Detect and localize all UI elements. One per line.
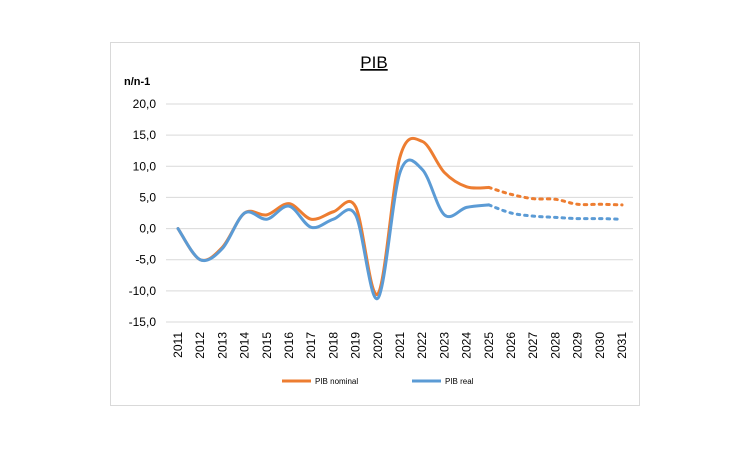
x-tick-label: 2014 bbox=[238, 332, 252, 359]
x-tick-label: 2018 bbox=[326, 332, 340, 359]
x-tick-label: 2011 bbox=[171, 332, 185, 358]
chart-frame bbox=[110, 42, 640, 406]
x-tick-labels: 2011 2012 2013 2014 2015 2016 2017 2018 2019 2020… bbox=[171, 332, 629, 359]
x-tick-label: 2017 bbox=[304, 332, 318, 359]
legend-label-pib-nominal: PIB nominal bbox=[315, 377, 358, 386]
series-projection-pib-nominal bbox=[487, 185, 624, 207]
x-tick-label: 2027 bbox=[526, 332, 540, 359]
y-tick-label: 10,0 bbox=[133, 159, 157, 173]
x-tick-label: 2024 bbox=[460, 332, 474, 359]
x-tick-label: 2023 bbox=[437, 332, 451, 359]
x-tick-label: 2020 bbox=[371, 332, 385, 359]
x-tick-label: 2028 bbox=[548, 332, 562, 359]
x-tick-label: 2026 bbox=[504, 332, 518, 359]
y-tick-label: 5,0 bbox=[139, 190, 156, 204]
series-projection-pib-real bbox=[487, 203, 624, 221]
gridlines bbox=[166, 103, 633, 323]
chart-title: PIB bbox=[360, 53, 387, 72]
x-tick-label: 2025 bbox=[482, 332, 496, 359]
y-tick-label: -15,0 bbox=[129, 315, 157, 329]
series-line-pib-nominal bbox=[176, 136, 491, 296]
legend: PIB nominal PIB real bbox=[282, 377, 474, 386]
x-tick-label: 2015 bbox=[260, 332, 274, 359]
series-line-pib-real bbox=[176, 158, 491, 300]
series-lines bbox=[176, 136, 624, 300]
y-tick-label: 20,0 bbox=[133, 97, 157, 111]
y-tick-labels: 20,0 15,0 10,0 5,0 0,0 -5,0 -10,0 -15,0 bbox=[129, 97, 157, 329]
x-tick-label: 2029 bbox=[571, 332, 585, 359]
y-tick-label: 15,0 bbox=[133, 128, 157, 142]
y-axis-label: n/n-1 bbox=[124, 76, 150, 88]
x-tick-label: 2031 bbox=[615, 332, 629, 359]
x-tick-label: 2022 bbox=[415, 332, 429, 359]
x-tick-label: 2021 bbox=[393, 332, 407, 359]
x-tick-label: 2016 bbox=[282, 332, 296, 359]
y-tick-label: -5,0 bbox=[135, 253, 156, 267]
y-tick-label: 0,0 bbox=[139, 222, 156, 236]
x-tick-label: 2013 bbox=[215, 332, 229, 359]
y-tick-label: -10,0 bbox=[129, 284, 157, 298]
legend-label-pib-real: PIB real bbox=[445, 377, 474, 386]
x-tick-label: 2019 bbox=[349, 332, 363, 359]
x-tick-label: 2012 bbox=[193, 332, 207, 359]
x-tick-label: 2030 bbox=[593, 332, 607, 359]
